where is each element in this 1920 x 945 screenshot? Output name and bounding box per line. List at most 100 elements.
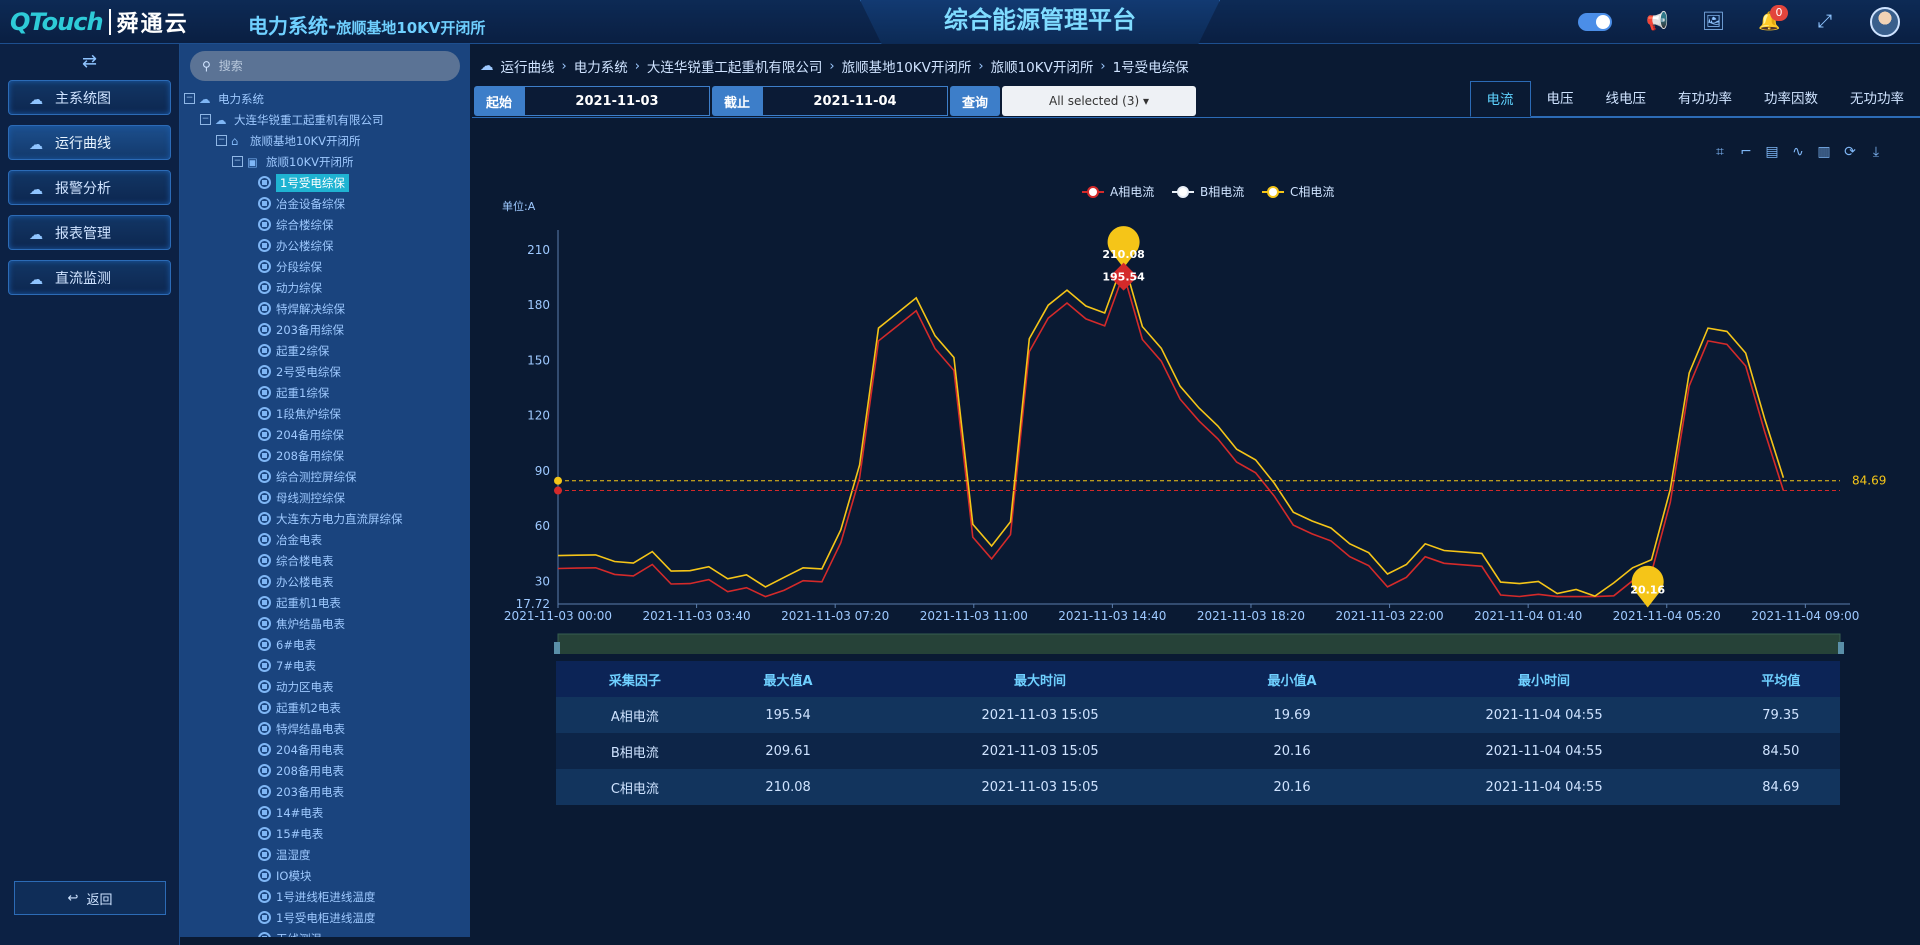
tab-0[interactable]: 电流 <box>1469 81 1531 117</box>
start-date-input[interactable]: 2021-11-03 <box>524 86 710 116</box>
tree-node[interactable]: 起重1综保 <box>180 382 470 403</box>
image-icon[interactable]: 🖼 <box>1702 11 1725 32</box>
avatar[interactable] <box>1870 7 1900 37</box>
tree-node[interactable]: 综合楼综保 <box>180 214 470 235</box>
tree-node[interactable]: 大连东方电力直流屏综保 <box>180 508 470 529</box>
breadcrumb-item[interactable]: 电力系统 <box>573 60 628 76</box>
series-select[interactable]: All selected (3) ▾ <box>1002 86 1196 116</box>
table-cell: 19.69 <box>1217 697 1367 733</box>
line-chart-icon[interactable]: ∿ <box>1792 144 1804 160</box>
tree-node[interactable]: 办公楼综保 <box>180 235 470 256</box>
tree-node[interactable]: − ⌂ 旅顺基地10KV开闭所 <box>180 130 470 151</box>
collapse-icon[interactable]: − <box>216 135 227 146</box>
data-view-icon[interactable]: ▤ <box>1765 144 1779 160</box>
tree-node[interactable]: 分段综保 <box>180 256 470 277</box>
zoom-icon[interactable]: ⌗ <box>1716 144 1724 160</box>
tree-node[interactable]: 6#电表 <box>180 634 470 655</box>
tree-node[interactable]: 15#电表 <box>180 823 470 844</box>
tree-node[interactable]: 起重2综保 <box>180 340 470 361</box>
max-label-c: 210.08 <box>1102 248 1144 261</box>
tree-node-label: 温湿度 <box>276 847 311 862</box>
nav-item-1[interactable]: ☁ 运行曲线 <box>8 125 171 160</box>
breadcrumb-item[interactable]: 1号受电综保 <box>1112 60 1189 76</box>
tree-node[interactable]: 204备用综保 <box>180 424 470 445</box>
tree-node-label: 208备用电表 <box>276 763 344 778</box>
table-row: A相电流 195.54 2021-11-03 15:05 19.69 2021-11-0… <box>556 697 1840 733</box>
tree-node[interactable]: 起重机2电表 <box>180 697 470 718</box>
collapse-icon[interactable]: − <box>184 93 195 104</box>
bar-chart-icon[interactable]: ▥ <box>1817 144 1831 160</box>
collapse-icon[interactable]: − <box>232 156 243 167</box>
megaphone-icon[interactable]: 📢 <box>1646 11 1669 32</box>
tree-node[interactable]: 1号受电综保 <box>180 172 470 193</box>
nav-item-2[interactable]: ☁ 报警分析 <box>8 170 171 205</box>
table-cell: 84.50 <box>1721 733 1840 769</box>
tree-node[interactable]: 特焊解决综保 <box>180 298 470 319</box>
tab-4[interactable]: 功率因数 <box>1764 91 1818 107</box>
device-icon <box>258 344 271 357</box>
table-cell: 2021-11-04 04:55 <box>1366 697 1722 733</box>
tree-node[interactable]: 无线测温 <box>180 928 470 937</box>
tree-node[interactable]: − ☁ 大连华锐重工起重机有限公司 <box>180 109 470 130</box>
tree-node[interactable]: 1段焦炉综保 <box>180 403 470 424</box>
tree-node[interactable]: 起重机1电表 <box>180 592 470 613</box>
stats-header: 最大值A <box>713 661 863 697</box>
restore-icon[interactable]: ⟳ <box>1844 144 1856 160</box>
tree-node[interactable]: 208备用电表 <box>180 760 470 781</box>
zoom-reset-icon[interactable]: ⌐ <box>1740 144 1752 160</box>
fullscreen-icon[interactable]: ⤢ <box>1817 11 1833 32</box>
tree-node[interactable]: 2号受电综保 <box>180 361 470 382</box>
collapse-icon[interactable]: − <box>200 114 211 125</box>
table-cell: 209.61 <box>713 733 863 769</box>
query-button[interactable]: 查询 <box>950 86 1000 116</box>
breadcrumb-item[interactable]: 大连华锐重工起重机有限公司 <box>646 60 823 76</box>
subtitle-main: 电力系统- <box>248 14 337 38</box>
tree-node[interactable]: 203备用综保 <box>180 319 470 340</box>
tab-1[interactable]: 电压 <box>1546 91 1574 107</box>
tree-node[interactable]: 母线测控综保 <box>180 487 470 508</box>
end-date-input[interactable]: 2021-11-04 <box>762 86 948 116</box>
tree-node[interactable]: 焦炉结晶电表 <box>180 613 470 634</box>
tree-node[interactable]: IO模块 <box>180 865 470 886</box>
tree-node[interactable]: 综合楼电表 <box>180 550 470 571</box>
device-icon <box>258 428 271 441</box>
tree-node[interactable]: 冶金设备综保 <box>180 193 470 214</box>
nav-item-4[interactable]: ☁ 直流监测 <box>8 260 171 295</box>
tab-5[interactable]: 无功功率 <box>1850 91 1904 107</box>
nav-item-3[interactable]: ☁ 报表管理 <box>8 215 171 250</box>
tree-node[interactable]: 1号进线柜进线温度 <box>180 886 470 907</box>
tree-node-label: 208备用综保 <box>276 448 344 463</box>
tree-node[interactable]: − ▣ 旅顺10KV开闭所 <box>180 151 470 172</box>
tree-node[interactable]: 204备用电表 <box>180 739 470 760</box>
tree-node[interactable]: 7#电表 <box>180 655 470 676</box>
tree-node[interactable]: − ☁ 电力系统 <box>180 88 470 109</box>
theme-toggle[interactable] <box>1578 13 1612 31</box>
nav-item-label: 报警分析 <box>55 180 111 197</box>
tree-node[interactable]: 冶金电表 <box>180 529 470 550</box>
header-toolbar: 📢 🖼 🔔 0 ⤢ <box>1578 5 1900 38</box>
tree-node[interactable]: 温湿度 <box>180 844 470 865</box>
nav-item-0[interactable]: ☁ 主系统图 <box>8 80 171 115</box>
tab-3[interactable]: 有功功率 <box>1678 91 1732 107</box>
tree-node[interactable]: 208备用综保 <box>180 445 470 466</box>
tree-node[interactable]: 动力综保 <box>180 277 470 298</box>
search-input[interactable] <box>218 59 439 73</box>
tree-node-label: 母线测控综保 <box>276 490 345 505</box>
breadcrumb-item[interactable]: 旅顺基地10KV开闭所 <box>841 60 972 76</box>
tab-2[interactable]: 线电压 <box>1605 91 1647 107</box>
breadcrumb-item[interactable]: 运行曲线 <box>500 60 555 76</box>
tree-node[interactable]: 综合测控屏综保 <box>180 466 470 487</box>
breadcrumb-item[interactable]: 旅顺10KV开闭所 <box>990 60 1094 76</box>
swap-icon[interactable]: ⇄ <box>81 51 98 72</box>
bell-icon[interactable]: 🔔 0 <box>1758 5 1788 33</box>
tree-node[interactable]: 1号受电柜进线温度 <box>180 907 470 928</box>
tree-node[interactable]: 动力区电表 <box>180 676 470 697</box>
tree-node[interactable]: 办公楼电表 <box>180 571 470 592</box>
tree-node[interactable]: 14#电表 <box>180 802 470 823</box>
tree-node-label: IO模块 <box>276 868 312 883</box>
tree-node[interactable]: 特焊结晶电表 <box>180 718 470 739</box>
download-icon[interactable]: ⤓ <box>1872 144 1880 160</box>
back-button[interactable]: ↩ 返回 <box>14 881 166 915</box>
tree-node[interactable]: 203备用电表 <box>180 781 470 802</box>
tree-node-label: 无线测温 <box>276 931 322 938</box>
